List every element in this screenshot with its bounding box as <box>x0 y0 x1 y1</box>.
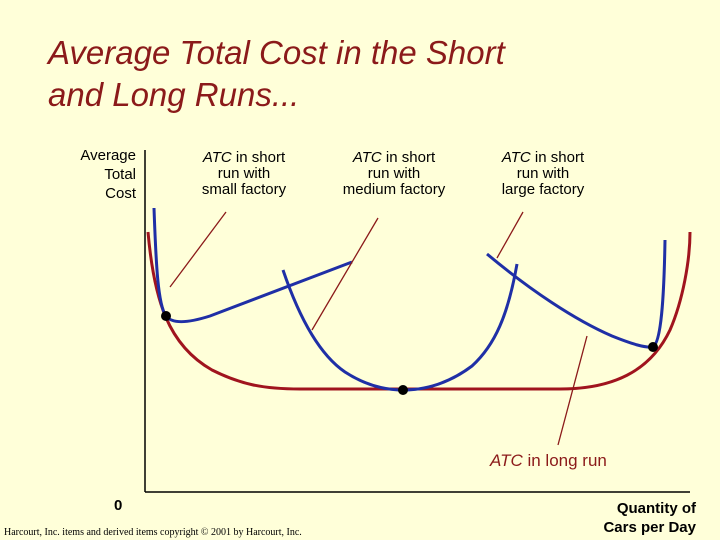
callout-small-atc: ATC <box>202 149 232 166</box>
x-axis-label-line-1: Quantity of <box>616 500 696 517</box>
long-run-atc-label: ATC in long run <box>490 451 607 471</box>
long-run-atc-curve <box>146 231 692 391</box>
slide-title: Average Total Cost in the Short and Long… <box>48 32 688 116</box>
callout-medium-line-1: ATC in short <box>322 150 466 166</box>
tangency-point-large <box>648 342 658 352</box>
x-axis-label: Quantity of Cars per Day <box>566 499 696 537</box>
callout-large-line-1: ATC in short <box>478 150 608 166</box>
origin-label: 0 <box>114 497 123 514</box>
callout-small-line-3: small factory <box>201 181 287 198</box>
tangency-point-small <box>161 311 171 321</box>
pointer-medium <box>311 217 379 331</box>
y-axis-label-line-1: Average <box>80 147 136 164</box>
y-axis-label-line-2: Total <box>104 166 136 183</box>
callout-medium-atc: ATC <box>352 149 382 166</box>
pointer-large <box>496 211 524 259</box>
callout-small-line-1-rest: in short <box>231 149 286 166</box>
long-run-atc-rest: in long run <box>522 451 607 470</box>
title-line-1: Average Total Cost in the Short <box>48 34 505 71</box>
callout-large-atc: ATC <box>501 149 531 166</box>
callout-medium-line-3: medium factory <box>342 181 446 198</box>
callout-medium-line-1-rest: in short <box>381 149 436 166</box>
x-axis-label-line-2: Cars per Day <box>603 519 696 536</box>
callout-small-factory: ATC in short run with small factory <box>180 150 308 198</box>
callout-medium-factory: ATC in short run with medium factory <box>322 150 466 198</box>
y-axis-label: Average Total Cost <box>56 146 136 203</box>
title-line-2: and Long Runs... <box>48 76 300 113</box>
callout-small-line-1: ATC in short <box>180 150 308 166</box>
callout-large-line-1-rest: in short <box>530 149 585 166</box>
copyright-notice: Harcourt, Inc. items and derived items c… <box>4 527 302 538</box>
callout-small-line-2: run with <box>217 165 271 182</box>
callout-large-line-2: run with <box>516 165 570 182</box>
y-axis-label-line-3: Cost <box>105 185 136 202</box>
long-run-atc-abbr: ATC <box>490 451 523 470</box>
short-run-atc-small-curve <box>152 207 353 324</box>
pointer-small <box>169 211 227 288</box>
tangency-point-medium <box>398 385 408 395</box>
pointer-long-run <box>557 335 588 446</box>
short-run-atc-large-curve <box>486 239 667 349</box>
short-run-atc-medium-curve <box>281 263 519 392</box>
callout-large-line-3: large factory <box>501 181 585 198</box>
callout-medium-line-2: run with <box>367 165 421 182</box>
callout-large-factory: ATC in short run with large factory <box>478 150 608 198</box>
